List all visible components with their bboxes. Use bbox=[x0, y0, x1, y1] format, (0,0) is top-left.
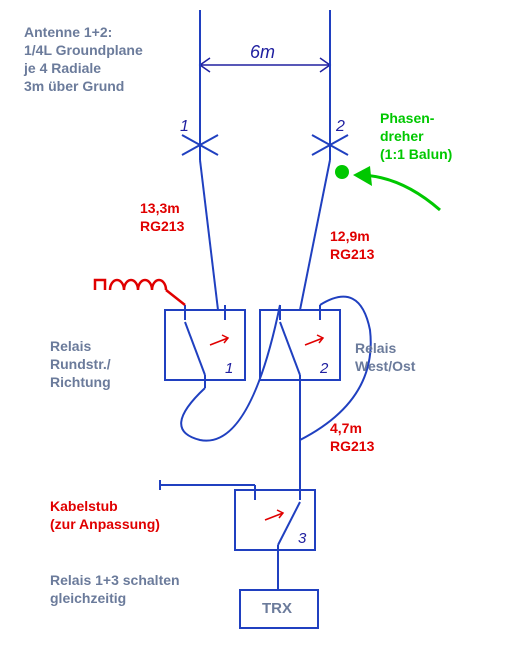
antenna-2-num: 2 bbox=[336, 118, 345, 136]
bottom-note-1: Relais 1+3 schalten bbox=[50, 572, 180, 588]
kabelstub-1: Kabelstub bbox=[50, 498, 118, 514]
relay1-lbl1: Relais bbox=[50, 338, 91, 354]
kabelstub-2: (zur Anpassung) bbox=[50, 516, 160, 532]
relay1-lbl3: Richtung bbox=[50, 374, 111, 390]
kabelstub-wire bbox=[160, 480, 255, 490]
phasen-1: Phasen- bbox=[380, 110, 434, 126]
antenna-info-3: je 4 Radiale bbox=[24, 60, 101, 76]
relay2-lbl2: West/Ost bbox=[355, 358, 415, 374]
relay2-lbl1: Relais bbox=[355, 340, 396, 356]
phasen-2: dreher bbox=[380, 128, 424, 144]
cable1-type: RG213 bbox=[140, 218, 184, 234]
cable3-len: 4,7m bbox=[330, 420, 362, 436]
coil-icon bbox=[95, 280, 185, 305]
bottom-note-2: gleichzeitig bbox=[50, 590, 126, 606]
antenna-info-4: 3m über Grund bbox=[24, 78, 124, 94]
antenna-info-2: 1/4L Groundplane bbox=[24, 42, 143, 58]
cable2-type: RG213 bbox=[330, 246, 374, 262]
relay-3-box bbox=[235, 485, 315, 560]
relay2-num: 2 bbox=[320, 360, 328, 377]
feedline-2 bbox=[300, 160, 330, 310]
cable3-type: RG213 bbox=[330, 438, 374, 454]
relay1-lbl2: Rundstr./ bbox=[50, 356, 111, 372]
balun-dot bbox=[335, 165, 349, 179]
antenna-info-1: Antenne 1+2: bbox=[24, 24, 112, 40]
balun-arrow bbox=[353, 166, 440, 210]
trx-label: TRX bbox=[262, 600, 292, 617]
antenna-1-num: 1 bbox=[180, 118, 189, 136]
cable1-len: 13,3m bbox=[140, 200, 180, 216]
cable2-len: 12,9m bbox=[330, 228, 370, 244]
antenna-1 bbox=[182, 10, 218, 160]
phasen-3: (1:1 Balun) bbox=[380, 146, 452, 162]
antenna-2 bbox=[312, 10, 348, 160]
relay3-num: 3 bbox=[298, 530, 306, 547]
feedline-1 bbox=[200, 160, 218, 310]
relay1-num: 1 bbox=[225, 360, 233, 377]
spacing-label: 6m bbox=[250, 42, 275, 63]
